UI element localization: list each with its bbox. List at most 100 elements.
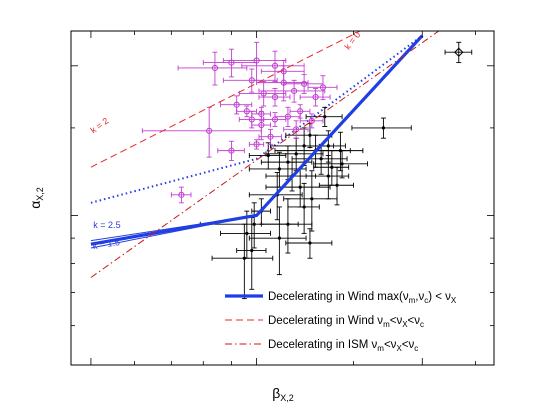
legend-label-part: X [451,296,457,305]
magenta-point-6 [238,81,287,107]
black-point-marker [277,236,281,240]
magenta-point-marker [211,64,219,72]
magenta-point-marker [248,116,255,123]
legend-label-part: m [377,344,384,353]
black-point-2 [285,123,333,148]
magenta-point-marker [253,57,260,64]
legend-label-part: m [409,296,416,305]
black-point-8 [313,150,368,179]
black-point-marker [323,115,327,119]
black-point-28 [318,166,354,206]
y-axis-title-main: α [27,201,43,209]
legend-label-part: <ν [408,315,421,327]
magenta-point-marker [258,121,265,129]
legend-label-part: ,ν [415,291,424,303]
magenta-point-10 [299,88,331,107]
black-point-marker [308,133,312,137]
magenta-point-marker [228,59,235,66]
legend-label-2: Decelerating in ISM νm<νX<νc [268,339,418,353]
magenta-point-3 [241,50,305,82]
magenta-point-marker [271,62,279,69]
legend-label-part: c [420,320,424,329]
legend-label-part: m [383,320,390,329]
plot-area [90,31,473,300]
black-point-13 [248,142,287,170]
legend-label-1: Decelerating in Wind νm<νX<νc [268,315,424,329]
x-axis-title-sub: X,2 [280,393,294,403]
magenta-point-22 [299,113,324,129]
magenta-point-12 [258,88,291,107]
grb-point-marker [454,47,464,57]
black-point-marker [250,248,254,253]
magenta-point-marker [319,84,327,91]
legend-label-part: <ν [390,315,403,327]
black-point-marker [302,144,306,148]
black-point-27 [305,155,350,200]
black-point-marker [298,185,302,189]
magenta-point-marker [301,80,308,87]
black-point-marker [294,152,298,156]
black-point-marker [340,162,344,166]
black-point-marker [266,153,270,158]
legend-label-part: Decelerating in ISM ν [268,339,378,351]
black-point-21 [260,198,313,254]
magenta-point-25 [217,140,245,161]
magenta-point-marker [178,191,185,198]
magenta-point-marker [248,77,255,84]
magenta-point-0 [177,51,248,86]
black-point-marker [326,144,330,148]
magenta-point-4 [222,68,278,93]
black-point-23 [248,206,307,276]
magenta-point-21 [283,120,309,139]
model-line-0 [90,34,424,246]
magenta-point-1 [202,48,258,78]
black-point-marker [319,157,323,161]
magenta-point-marker [312,94,319,101]
black-point-3 [270,127,335,166]
annotation-3: k = 1.5 [92,237,121,251]
magenta-point-marker [291,87,298,95]
magenta-point-9 [283,74,324,94]
black-point-26 [211,223,274,300]
black-point-marker [252,222,256,226]
magenta-point-marker [271,94,279,101]
black-point-marker [326,174,330,178]
magenta-point-5 [260,60,305,84]
annotation-2: k = 2.5 [93,220,120,230]
model-line-1 [90,31,362,168]
legend-label-part: Decelerating in Wind ν [268,315,383,327]
magenta-point-11 [307,75,338,101]
grb-point-0 [444,41,473,64]
black-point-marker [381,126,386,130]
magenta-point-marker [206,127,213,134]
y-axis-title: αX,2 [27,187,45,209]
black-point-7 [291,143,348,175]
black-point-18 [287,182,320,234]
black-point-marker [286,222,290,226]
x-axis-title: βX,2 [272,385,294,403]
black-point-24 [285,228,333,259]
magenta-point-marker [233,101,240,108]
model-line-extra-0 [90,34,423,204]
black-point-marker [310,197,314,201]
legend-label-part: ) < ν [428,291,451,303]
plot-frame [70,30,495,366]
legend-label-part: Decelerating in Wind max(ν [268,291,409,303]
magenta-point-marker [228,147,235,154]
black-point-25 [236,217,267,290]
magenta-point-20 [289,104,311,119]
black-point-marker [277,167,281,171]
legend-label-part: <ν [384,339,397,351]
axes: βX,2αX,2 [27,31,494,403]
magenta-point-marker [267,133,274,140]
magenta-point-26 [170,186,192,204]
annotation-0: k = 0 [342,30,362,52]
black-point-marker [286,160,290,164]
legend: Decelerating in Wind max(νm,νc) < νXDece… [225,291,457,353]
x-axis-title-main: β [272,385,280,401]
annotation-1: k = 2 [89,116,111,136]
black-point-marker [245,231,249,235]
magenta-point-marker [297,108,304,115]
magenta-point-17 [251,110,271,141]
